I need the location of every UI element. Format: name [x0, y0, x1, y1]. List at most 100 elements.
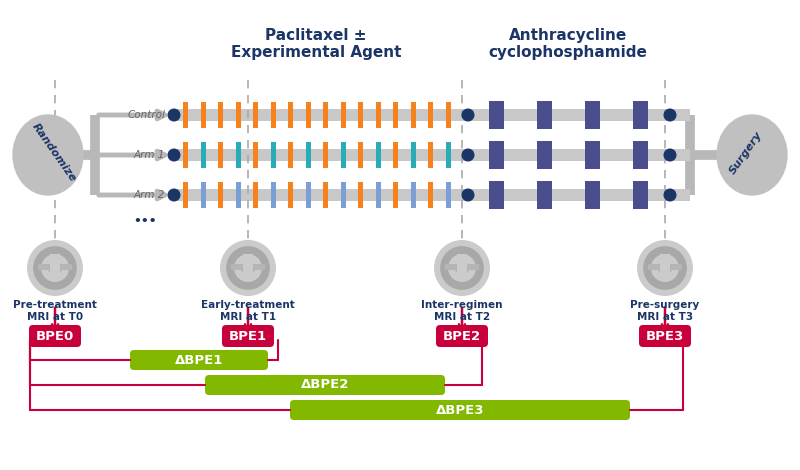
- Bar: [411, 182, 416, 208]
- Bar: [585, 141, 600, 169]
- Bar: [341, 182, 346, 208]
- Bar: [537, 141, 552, 169]
- Bar: [429, 182, 434, 208]
- Bar: [478, 189, 658, 201]
- Bar: [394, 142, 398, 168]
- Bar: [489, 141, 504, 169]
- Circle shape: [167, 188, 181, 202]
- Bar: [537, 101, 552, 129]
- Circle shape: [663, 109, 677, 122]
- Bar: [429, 102, 434, 128]
- Bar: [201, 142, 206, 168]
- Bar: [236, 102, 241, 128]
- Bar: [253, 102, 258, 128]
- Bar: [660, 254, 670, 278]
- Circle shape: [241, 261, 255, 275]
- Circle shape: [434, 240, 490, 296]
- Bar: [183, 182, 188, 208]
- Bar: [270, 182, 276, 208]
- Bar: [648, 264, 682, 270]
- Circle shape: [41, 254, 69, 282]
- Bar: [658, 189, 690, 201]
- Bar: [236, 182, 241, 208]
- Bar: [50, 254, 60, 278]
- Bar: [38, 264, 72, 270]
- Bar: [376, 182, 381, 208]
- Bar: [288, 182, 294, 208]
- Circle shape: [440, 246, 484, 290]
- Bar: [175, 189, 458, 201]
- Text: Arm 1: Arm 1: [134, 150, 165, 160]
- Bar: [201, 182, 206, 208]
- Text: Surgery: Surgery: [728, 130, 764, 176]
- FancyBboxPatch shape: [29, 325, 81, 347]
- Bar: [446, 142, 451, 168]
- Bar: [376, 102, 381, 128]
- Bar: [183, 102, 188, 128]
- Bar: [323, 102, 328, 128]
- Bar: [306, 142, 310, 168]
- Bar: [585, 101, 600, 129]
- Bar: [201, 102, 206, 128]
- Bar: [478, 149, 658, 161]
- Text: BPE0: BPE0: [36, 329, 74, 343]
- Text: BPE3: BPE3: [646, 329, 684, 343]
- FancyBboxPatch shape: [205, 375, 445, 395]
- Bar: [489, 101, 504, 129]
- Bar: [358, 142, 363, 168]
- Bar: [633, 141, 648, 169]
- Bar: [458, 109, 478, 121]
- Bar: [253, 182, 258, 208]
- Bar: [658, 149, 690, 161]
- Bar: [323, 142, 328, 168]
- Ellipse shape: [717, 115, 787, 195]
- Circle shape: [663, 188, 677, 202]
- Bar: [358, 182, 363, 208]
- Text: Paclitaxel ±
Experimental Agent: Paclitaxel ± Experimental Agent: [230, 28, 402, 61]
- Bar: [394, 182, 398, 208]
- Text: Anthracycline
cyclophosphamide: Anthracycline cyclophosphamide: [489, 28, 647, 61]
- Bar: [429, 142, 434, 168]
- FancyBboxPatch shape: [130, 350, 268, 370]
- Bar: [270, 102, 276, 128]
- Text: •••: •••: [133, 216, 157, 228]
- Bar: [218, 102, 223, 128]
- Bar: [445, 264, 478, 270]
- FancyBboxPatch shape: [222, 325, 274, 347]
- Bar: [323, 182, 328, 208]
- Circle shape: [220, 240, 276, 296]
- Bar: [231, 264, 265, 270]
- Bar: [458, 149, 478, 161]
- Bar: [658, 109, 690, 121]
- Bar: [489, 181, 504, 209]
- Text: Early-treatment
MRI at T1: Early-treatment MRI at T1: [201, 300, 295, 321]
- Bar: [358, 102, 363, 128]
- Circle shape: [234, 254, 262, 282]
- Bar: [306, 182, 310, 208]
- Text: BPE1: BPE1: [229, 329, 267, 343]
- Circle shape: [48, 261, 62, 275]
- Bar: [411, 142, 416, 168]
- Bar: [341, 142, 346, 168]
- Bar: [306, 102, 310, 128]
- Text: Inter-regimen
MRI at T2: Inter-regimen MRI at T2: [422, 300, 502, 321]
- Circle shape: [462, 188, 474, 202]
- Circle shape: [462, 109, 474, 122]
- Circle shape: [27, 240, 83, 296]
- Circle shape: [33, 246, 77, 290]
- Text: ΔBPE2: ΔBPE2: [301, 378, 349, 392]
- Circle shape: [226, 246, 270, 290]
- Bar: [446, 102, 451, 128]
- Circle shape: [663, 149, 677, 162]
- Text: Randomize: Randomize: [30, 122, 78, 184]
- FancyBboxPatch shape: [436, 325, 488, 347]
- Bar: [537, 181, 552, 209]
- Text: ΔBPE1: ΔBPE1: [175, 353, 223, 367]
- Bar: [288, 102, 294, 128]
- Bar: [585, 181, 600, 209]
- Bar: [633, 101, 648, 129]
- Circle shape: [651, 254, 679, 282]
- Circle shape: [462, 149, 474, 162]
- Bar: [175, 149, 458, 161]
- Bar: [478, 109, 658, 121]
